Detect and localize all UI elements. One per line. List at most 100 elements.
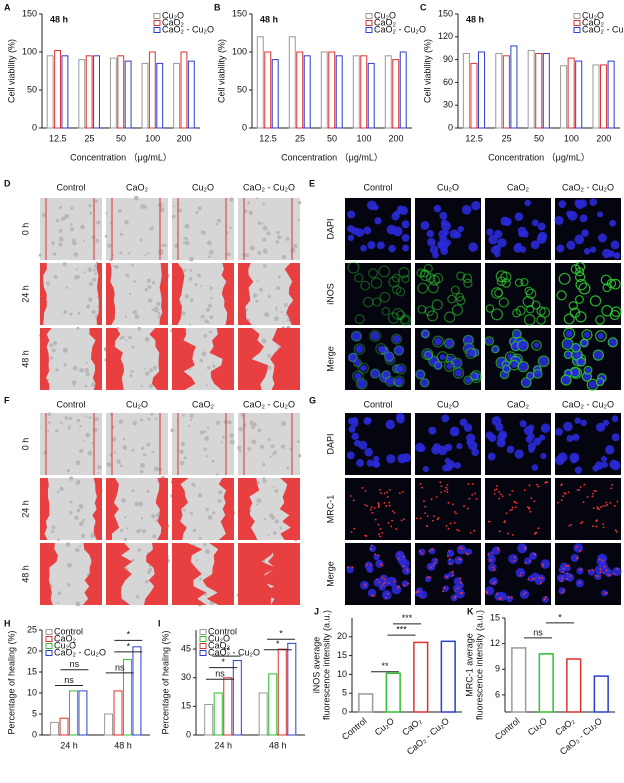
nucleus	[610, 240, 620, 250]
legend-label: CaO₂ - Cu₂O	[54, 647, 106, 657]
cell-texture	[274, 519, 279, 524]
cell-texture	[135, 595, 140, 599]
stain	[544, 481, 547, 484]
cell-texture	[259, 444, 265, 449]
nucleus	[453, 577, 462, 586]
stain	[592, 492, 595, 495]
bar	[258, 692, 268, 736]
legend-swatch	[45, 643, 53, 649]
stain	[524, 562, 527, 564]
nucleus	[490, 246, 499, 254]
stain	[379, 535, 382, 538]
stain	[421, 552, 424, 555]
micrograph	[238, 198, 300, 260]
stain	[566, 578, 569, 580]
nucleus	[611, 415, 619, 423]
bar	[213, 692, 223, 736]
stain	[379, 563, 382, 565]
cell-texture	[247, 447, 252, 451]
cell-texture	[281, 255, 286, 260]
stain	[369, 368, 381, 379]
stain	[568, 524, 571, 527]
cell-texture	[45, 281, 51, 286]
cell-texture	[49, 356, 53, 360]
nucleus	[385, 419, 395, 430]
cell-texture	[120, 232, 124, 236]
stain	[354, 314, 365, 325]
legend-label: CaO₂	[582, 17, 605, 27]
stain	[365, 535, 368, 537]
cell-texture	[297, 201, 302, 205]
y-tick-label: 100	[22, 46, 37, 56]
cell-texture	[184, 293, 189, 299]
cell-texture	[208, 249, 214, 255]
bar	[440, 640, 456, 713]
cell-texture	[148, 567, 153, 572]
bar	[117, 55, 125, 129]
cell-texture	[77, 312, 81, 315]
cell-texture	[180, 441, 186, 447]
stain	[371, 594, 374, 597]
cell-texture	[199, 430, 204, 435]
cell-texture	[73, 384, 76, 387]
stain	[609, 309, 620, 321]
stain	[448, 550, 451, 552]
x-tick-label: Cu₂O	[526, 716, 549, 738]
micrograph	[345, 478, 411, 540]
cell-texture	[268, 513, 274, 518]
bar	[575, 60, 583, 129]
nucleus	[440, 219, 448, 227]
nucleus	[540, 559, 550, 569]
cell-texture	[238, 449, 242, 453]
stain	[462, 273, 473, 284]
bar	[495, 53, 503, 129]
stain	[378, 581, 380, 584]
cell-texture	[116, 327, 120, 330]
cell-texture	[131, 345, 135, 349]
cell-texture	[262, 202, 265, 206]
cell-texture	[111, 437, 117, 442]
cell-texture	[203, 542, 207, 547]
significance: ***	[402, 613, 413, 623]
wound-area	[96, 263, 102, 325]
cell-texture	[171, 214, 176, 219]
bar	[156, 62, 164, 129]
bar	[413, 641, 429, 713]
bar	[85, 55, 93, 129]
cell-texture	[146, 442, 151, 447]
cell-texture	[155, 417, 158, 421]
stain	[400, 315, 410, 325]
micrograph	[40, 263, 102, 325]
nucleus	[521, 378, 531, 388]
cell-texture	[204, 436, 210, 441]
cell-texture	[58, 229, 63, 233]
cell-texture	[183, 241, 187, 245]
cell-texture	[205, 549, 210, 554]
stain	[378, 265, 391, 278]
nucleus	[594, 565, 604, 575]
cell-texture	[194, 282, 198, 287]
cell-texture	[144, 579, 149, 584]
stain	[603, 565, 606, 568]
nucleus	[588, 380, 597, 389]
stain	[456, 528, 459, 531]
stain	[497, 549, 500, 552]
panel-label: K	[467, 606, 474, 616]
cell-texture	[145, 371, 150, 376]
nucleus	[449, 229, 459, 239]
column-label: Cu₂O	[437, 182, 459, 192]
cell-texture	[286, 466, 290, 470]
cell-texture	[258, 287, 263, 292]
stain	[417, 282, 429, 294]
stain	[487, 553, 490, 556]
stain	[571, 342, 581, 353]
bar	[511, 647, 527, 713]
nucleus	[584, 367, 591, 374]
cell-texture	[140, 385, 143, 388]
y-tick-label: 50	[27, 84, 37, 94]
legend-swatch	[365, 13, 373, 19]
bar	[93, 55, 100, 129]
legend-swatch	[45, 650, 53, 656]
cell-texture	[257, 428, 262, 433]
stain	[591, 569, 594, 572]
